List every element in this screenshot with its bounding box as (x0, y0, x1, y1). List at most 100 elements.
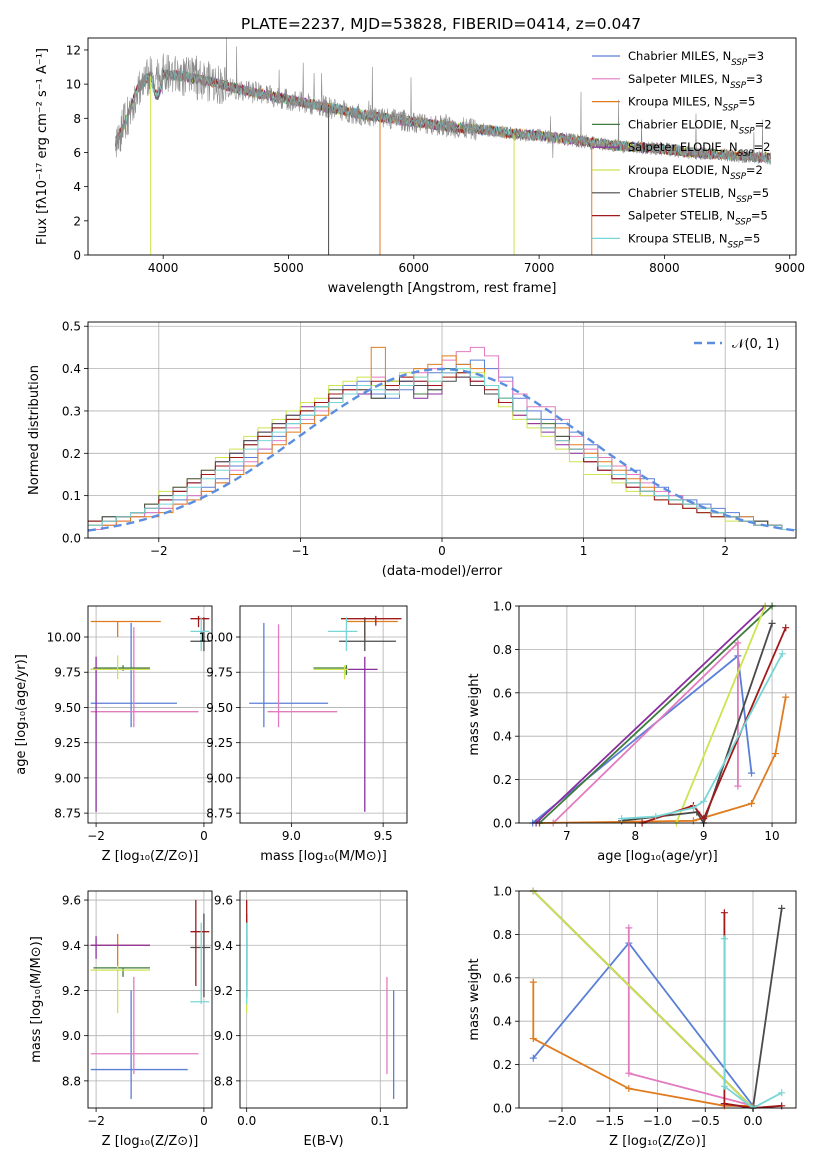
x-tick-label: 6000 (399, 261, 430, 275)
x-tick-label: −0.5 (691, 1114, 720, 1128)
plus-marker (618, 815, 626, 823)
errorbar-point (339, 617, 396, 652)
y-tick-label: 9.00 (206, 771, 233, 785)
errorbar-point (90, 655, 150, 680)
panel-residuals: −2 −1 0 1 2 0.0 0.1 0.2 0.3 0.4 0.5 (data-model)/er… (27, 320, 797, 579)
plot-area-mass_vs_ebv (246, 900, 395, 1099)
y-tick-label: 0.8 (493, 928, 512, 942)
x-tick-label: 4000 (148, 261, 179, 275)
errorbar-point (93, 967, 150, 977)
legend-label: Chabrier STELIB, NSSP=5 (628, 186, 769, 205)
y-axis-label: mass [log₁₀(M/M⊙)] (29, 936, 44, 1063)
errorbar-point (90, 965, 150, 1014)
errorbar-point (328, 617, 358, 652)
x-axis-label: Z [log₁₀(Z/Z⊙)] (102, 849, 199, 864)
plus-marker (700, 815, 708, 823)
y-tick-label: 8.75 (54, 807, 81, 821)
panel-mass_vs_ebv: 0.0 0.1 8.8 9.0 9.2 9.4 9.6 E(B-V) (214, 890, 408, 1149)
x-tick-label: 7 (563, 829, 571, 843)
axes-frame (239, 890, 408, 1109)
y-tick-label: 10.00 (199, 631, 233, 645)
plus-marker (748, 769, 756, 777)
panel-age_vs_mass: 9.0 9.5 8.75 9.00 9.25 9.50 9.75 10.00 mass [log… (199, 605, 408, 864)
legend-label: Chabrier ELODIE, NSSP=2 (628, 117, 772, 136)
y-tick-label: 9.0 (214, 1029, 233, 1043)
y-tick-label: 0.4 (62, 362, 81, 376)
y-tick-label: 8 (73, 112, 81, 126)
y-tick-label: 0.8 (493, 643, 512, 657)
x-tick-label: 0.0 (743, 1114, 762, 1128)
plus-marker (529, 1054, 537, 1062)
x-axis-label: E(B-V) (303, 1134, 343, 1149)
weight-line (723, 938, 783, 1110)
y-tick-label: 9.00 (54, 771, 81, 785)
x-tick-label: 1 (580, 544, 588, 558)
errorbar-point (190, 615, 210, 628)
y-tick-label: 9.25 (54, 736, 81, 750)
y-tick-label: 9.6 (62, 894, 81, 908)
plot-area-weight_vs_age (529, 602, 790, 827)
plus-marker (778, 1089, 786, 1097)
errorbar-point (90, 620, 161, 637)
errorbar-point (90, 990, 188, 1099)
y-tick-label: 12 (66, 43, 81, 57)
y-tick-label: 0.1 (62, 489, 81, 503)
axes-frame (87, 605, 213, 824)
panel-age_vs_Z: −2 0 8.75 9.00 9.25 9.50 9.75 10.00 Z [log₁₀(Z/Z… (14, 605, 213, 864)
errorbar-point (313, 665, 349, 680)
y-tick-label: 0.2 (493, 1058, 512, 1072)
y-tick-label: 0.4 (493, 1015, 512, 1029)
x-tick-label: 9 (700, 829, 708, 843)
panel-mass_vs_Z: −2 0 8.8 9.0 9.2 9.4 9.6 Z [log₁₀(Z/Z⊙)] mass [l… (29, 890, 213, 1149)
plus-marker (720, 1082, 728, 1090)
y-tick-label: 8.8 (214, 1074, 233, 1088)
x-axis-label: Z [log₁₀(Z/Z⊙)] (102, 1134, 199, 1149)
plus-marker (720, 935, 728, 943)
plus-marker (734, 639, 742, 647)
errorbar-point (90, 976, 199, 1075)
plot-area-spectrum (115, 38, 772, 255)
x-tick-label: 10 (764, 829, 779, 843)
legend-label: Kroupa STELIB, NSSP=5 (628, 231, 760, 250)
y-tick-label: 9.6 (214, 894, 233, 908)
weight-line (675, 605, 767, 824)
axes-frame (518, 605, 797, 824)
y-axis-label: Normed distribution (27, 365, 42, 495)
x-axis-label: age [log₁₀(age/yr)] (597, 849, 718, 864)
x-tick-label: −2 (150, 544, 168, 558)
weight-line (535, 605, 766, 824)
x-axis-label: (data-model)/error (382, 564, 503, 579)
axes-frame (239, 605, 408, 824)
y-tick-label: 2 (73, 214, 81, 228)
errorbar-point (313, 665, 348, 676)
y-tick-label: 0.6 (493, 971, 512, 985)
plus-marker (778, 904, 786, 912)
panel-spectrum: 4000 5000 6000 7000 8000 9000 0 2 4 6 8 10 12 wavelen… (35, 37, 805, 296)
x-tick-label: 8 (631, 829, 639, 843)
x-axis-label: wavelength [Angstrom, rest frame] (328, 281, 557, 296)
x-tick-label: 0.1 (371, 1114, 390, 1128)
y-tick-label: 1.0 (493, 600, 512, 614)
plot-area-residuals (88, 346, 796, 532)
plus-marker (529, 978, 537, 986)
errorbar-point (190, 913, 211, 998)
x-axis-label: Z [log₁₀(Z/Z⊙)] (609, 1134, 706, 1149)
plus-marker (625, 1084, 633, 1092)
plot-area-age_vs_mass (249, 615, 402, 812)
y-tick-label: 0.2 (493, 773, 512, 787)
plus-marker (734, 782, 742, 790)
y-tick-label: 9.75 (206, 666, 233, 680)
errorbar-point (340, 615, 402, 626)
plus-marker (720, 909, 728, 917)
plus-marker (782, 624, 790, 632)
weight-line (532, 890, 754, 1109)
plus-marker (529, 1035, 537, 1043)
errorbar-point (249, 622, 329, 728)
legend-label: Salpeter ELODIE, NSSP=2 (628, 140, 770, 159)
legend-label: Salpeter STELIB, NSSP=5 (628, 209, 768, 228)
errorbar-point (346, 656, 378, 812)
plus-marker (768, 619, 776, 627)
y-tick-label: 0.4 (493, 730, 512, 744)
axes-frame (87, 37, 797, 256)
